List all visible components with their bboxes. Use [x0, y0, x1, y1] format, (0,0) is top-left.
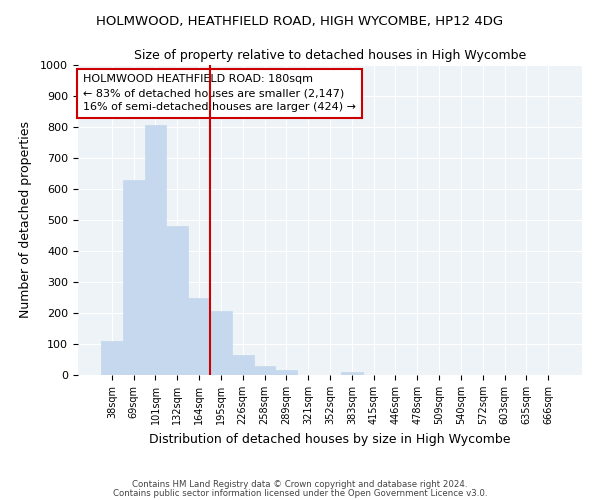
- Text: Contains HM Land Registry data © Crown copyright and database right 2024.: Contains HM Land Registry data © Crown c…: [132, 480, 468, 489]
- Bar: [275, 370, 297, 375]
- Bar: [101, 341, 123, 375]
- Text: HOLMWOOD HEATHFIELD ROAD: 180sqm
← 83% of detached houses are smaller (2,147)
16: HOLMWOOD HEATHFIELD ROAD: 180sqm ← 83% o…: [83, 74, 356, 112]
- Bar: [166, 226, 188, 375]
- Bar: [188, 298, 210, 375]
- Bar: [232, 355, 254, 375]
- Y-axis label: Number of detached properties: Number of detached properties: [19, 122, 32, 318]
- Bar: [254, 366, 275, 375]
- Bar: [341, 372, 363, 375]
- Bar: [210, 312, 232, 375]
- Bar: [145, 126, 166, 375]
- Bar: [123, 180, 145, 375]
- X-axis label: Distribution of detached houses by size in High Wycombe: Distribution of detached houses by size …: [149, 432, 511, 446]
- Title: Size of property relative to detached houses in High Wycombe: Size of property relative to detached ho…: [134, 50, 526, 62]
- Text: HOLMWOOD, HEATHFIELD ROAD, HIGH WYCOMBE, HP12 4DG: HOLMWOOD, HEATHFIELD ROAD, HIGH WYCOMBE,…: [97, 15, 503, 28]
- Text: Contains public sector information licensed under the Open Government Licence v3: Contains public sector information licen…: [113, 488, 487, 498]
